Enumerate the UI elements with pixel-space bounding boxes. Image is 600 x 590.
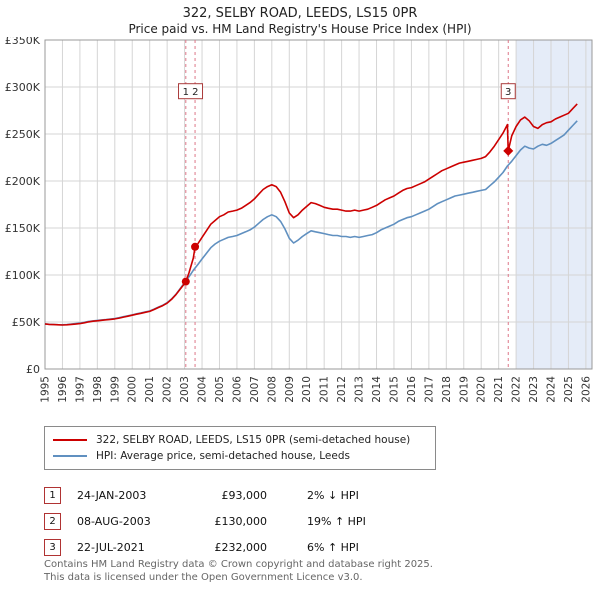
x-tick-label: 2026 [580, 376, 592, 403]
sale-row: 2 08-AUG-2003 £130,000 19% ↑ HPI [44, 508, 600, 534]
y-tick-label: £300K [5, 81, 41, 94]
chart-subtitle: Price paid vs. HM Land Registry's House … [128, 22, 472, 36]
x-tick-label: 2010 [301, 376, 313, 403]
sale-vs-hpi: 19% ↑ HPI [307, 514, 366, 528]
x-tick-label: 1998 [92, 376, 104, 403]
sale-price: £232,000 [214, 540, 268, 554]
x-tick-label: 2009 [284, 376, 296, 403]
sale-marker-2 [191, 242, 200, 251]
sale-price: £130,000 [214, 514, 268, 528]
x-tick-label: 2022 [511, 376, 523, 403]
x-tick-label: 2008 [266, 376, 278, 403]
future-shaded-region [516, 40, 592, 369]
x-tick-label: 2020 [476, 376, 488, 403]
x-tick-label: 2018 [441, 376, 453, 403]
x-tick-label: 2000 [127, 376, 139, 403]
sale-row: 1 24-JAN-2003 £93,000 2% ↓ HPI [44, 482, 600, 508]
x-tick-label: 2002 [162, 376, 174, 403]
x-tick-label: 2001 [144, 376, 156, 403]
sale-row: 3 22-JUL-2021 £232,000 6% ↑ HPI [44, 534, 600, 560]
sale-number: 1 [44, 486, 61, 504]
sale-number-box [500, 83, 516, 100]
footer-line-1: Contains HM Land Registry data © Crown c… [44, 559, 433, 570]
footer-line-2: This data is licensed under the Open Gov… [44, 572, 363, 583]
sale-marker-1 [181, 277, 190, 286]
chart-legend: 322, SELBY ROAD, LEEDS, LS15 0PR (semi-d… [44, 426, 436, 470]
series-swatch [53, 439, 87, 441]
y-tick-label: £250K [5, 128, 41, 141]
sale-date: 24-JAN-2003 [77, 488, 147, 502]
x-tick-label: 2012 [336, 376, 348, 403]
price-paid-line [44, 103, 578, 326]
sale-number-box [178, 83, 204, 100]
y-tick-label: £200K [5, 175, 41, 188]
sale-number: 3 [44, 538, 61, 556]
series-label: HPI: Average price, semi-detached house,… [96, 450, 350, 462]
sale-price: £93,000 [221, 488, 268, 502]
sale-number-box-label: 3 [505, 87, 511, 98]
x-tick-label: 2019 [458, 376, 470, 403]
x-tick-label: 2015 [388, 376, 400, 403]
sale-date: 22-JUL-2021 [77, 540, 145, 554]
sale-date: 08-AUG-2003 [77, 514, 151, 528]
x-tick-label: 2021 [493, 376, 505, 403]
x-tick-label: 2023 [528, 376, 540, 403]
sale-number-box-label: 1 2 [183, 87, 199, 98]
x-tick-label: 2004 [197, 376, 209, 403]
x-tick-label: 1999 [109, 376, 121, 403]
x-tick-label: 2014 [371, 376, 383, 403]
x-tick-label: 2017 [423, 376, 435, 403]
x-tick-label: 2005 [214, 376, 226, 403]
sale-vs-hpi: 2% ↓ HPI [307, 488, 359, 502]
y-tick-label: £150K [5, 222, 41, 235]
sale-vs-hpi: 6% ↑ HPI [307, 540, 359, 554]
x-tick-label: 2016 [406, 376, 418, 403]
sale-marker-3 [503, 145, 514, 156]
x-tick-label: 2011 [319, 376, 331, 403]
x-tick-label: 2006 [231, 376, 243, 403]
x-tick-label: 2024 [545, 376, 557, 403]
x-tick-label: 2013 [354, 376, 366, 403]
sales-table: 1 24-JAN-2003 £93,000 2% ↓ HPI 2 08-AUG-2003 £… [44, 482, 600, 560]
x-tick-label: 1997 [74, 376, 86, 403]
legend-item: 322, SELBY ROAD, LEEDS, LS15 0PR (semi-d… [53, 432, 427, 448]
price-history-chart: 1 2 3 £0 £50K £100K £150K £200K £250K £300K £350K… [5, 34, 593, 403]
x-tick-label: 2003 [179, 376, 191, 403]
series-label: 322, SELBY ROAD, LEEDS, LS15 0PR (semi-d… [96, 434, 411, 446]
x-tick-label: 2025 [563, 376, 575, 403]
y-tick-label: £350K [5, 37, 41, 47]
series-swatch [53, 455, 87, 457]
legend-item: HPI: Average price, semi-detached house,… [53, 448, 427, 464]
sale-number: 2 [44, 512, 61, 530]
y-tick-label: £50K [12, 316, 41, 329]
plot-border [44, 39, 593, 370]
hpi-line [44, 120, 578, 326]
x-tick-label: 1995 [40, 376, 52, 403]
license-footer: Contains HM Land Registry data © Crown c… [44, 558, 433, 584]
y-tick-label: £100K [5, 269, 41, 282]
x-tick-label: 2007 [249, 376, 261, 403]
x-tick-label: 1996 [57, 376, 69, 403]
chart-title: 322, SELBY ROAD, LEEDS, LS15 0PR [182, 6, 418, 21]
y-tick-label: £0 [26, 363, 40, 376]
